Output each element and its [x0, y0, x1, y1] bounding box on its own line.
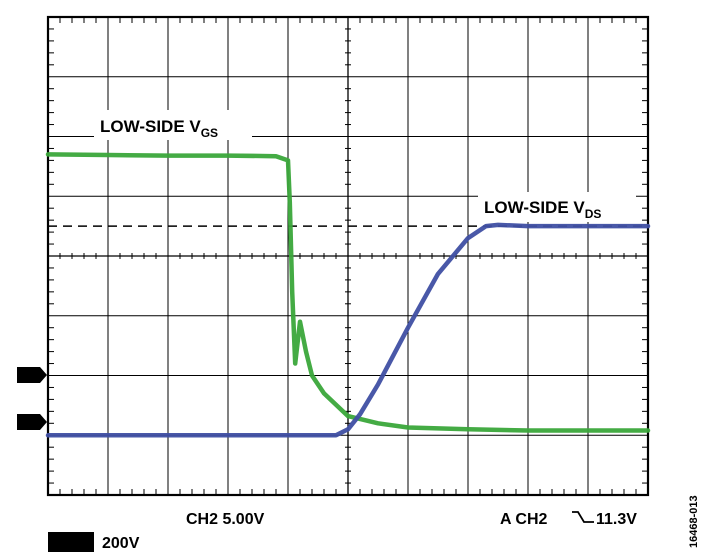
- grid: [46, 15, 650, 497]
- ch2-scale-readout: CH2 5.00V: [186, 511, 265, 528]
- svg-text:3: 3: [24, 415, 31, 430]
- vgs-trace: [45, 152, 651, 433]
- falling-edge-icon: [572, 511, 594, 523]
- vds-trace: [45, 222, 651, 438]
- ch3-tag-background: [48, 532, 94, 552]
- channel-2-marker: 2: [17, 367, 47, 383]
- trigger-level-readout: 11.3V: [596, 511, 637, 528]
- vgs-series-label: LOW-SIDE VGS: [100, 117, 218, 140]
- ch3-tag: CH3: [52, 535, 82, 552]
- svg-text:2: 2: [24, 368, 31, 383]
- figure-id: 16468-013: [688, 495, 700, 548]
- vgs-label-background: [94, 110, 252, 140]
- vds-label-background: [478, 192, 636, 222]
- vds-series-label: LOW-SIDE VDS: [484, 198, 601, 221]
- traces: [45, 152, 651, 438]
- channel-3-marker: 3: [17, 414, 47, 430]
- ch3-scale-readout: 200V: [102, 535, 140, 552]
- trigger-readout-label: A CH2: [500, 511, 548, 528]
